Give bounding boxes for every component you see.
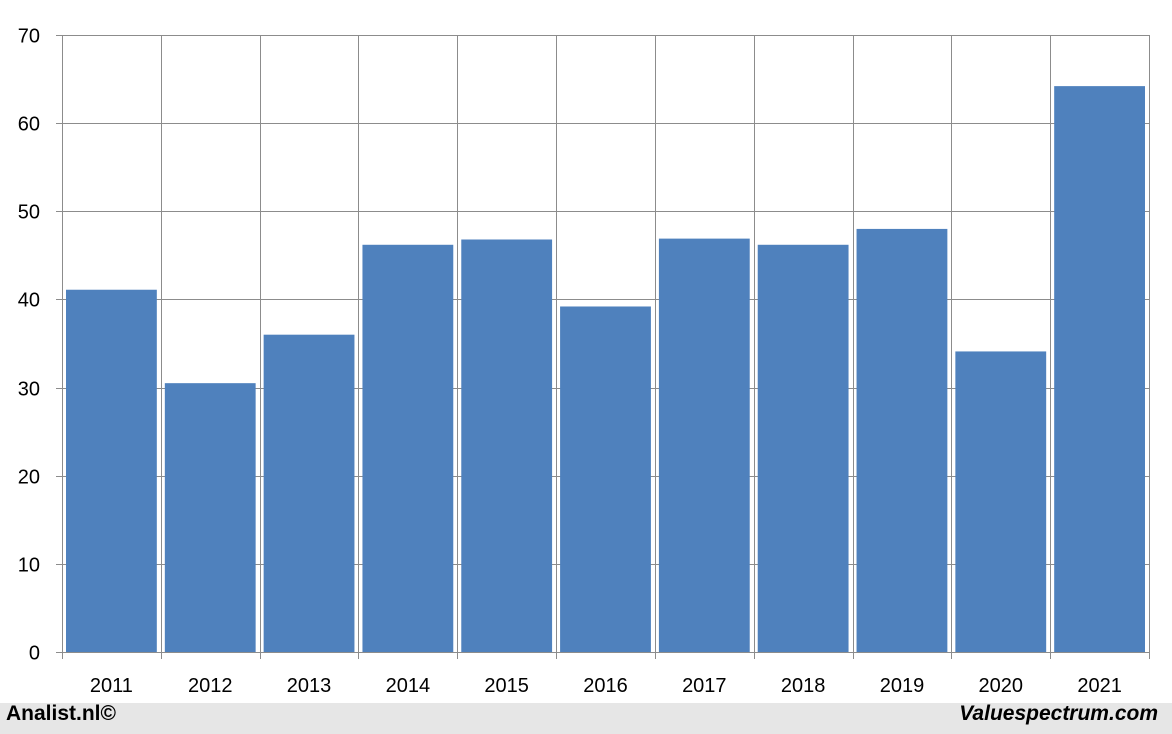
x-tick-label: 2014 xyxy=(386,675,431,697)
bar xyxy=(1054,86,1145,652)
bar xyxy=(461,239,553,652)
y-tick-label: 0 xyxy=(29,643,40,665)
x-tick-label: 2011 xyxy=(90,675,133,697)
bar xyxy=(362,244,454,652)
bar xyxy=(560,306,651,652)
y-tick-label: 50 xyxy=(18,202,40,224)
x-tick-label: 2017 xyxy=(682,675,727,697)
y-tick-label: 70 xyxy=(18,26,40,48)
y-tick-label: 60 xyxy=(18,114,40,136)
y-tick-label: 10 xyxy=(18,555,40,577)
x-tick-labels: 2011 2012 2013 2014 2015 2016 2017 2018 2019 2020… xyxy=(90,675,1122,697)
x-tick-label: 2016 xyxy=(583,675,628,697)
footer-right-brand: Valuespectrum.com xyxy=(959,702,1158,725)
x-tick-label: 2021 xyxy=(1077,675,1122,697)
bars xyxy=(66,86,1145,653)
bar xyxy=(658,238,750,653)
vertical-gridlines xyxy=(62,35,1150,652)
y-tick-label: 20 xyxy=(18,467,40,489)
y-tick-labels: 0 10 20 30 40 50 60 70 xyxy=(18,26,40,665)
bar xyxy=(757,244,849,652)
x-tick-label: 2020 xyxy=(979,675,1024,697)
axes xyxy=(56,35,1150,659)
bar xyxy=(856,228,948,652)
x-tick-label: 2013 xyxy=(287,675,332,697)
y-tick-label: 40 xyxy=(18,290,40,312)
footer-left-brand: Analist.nl© xyxy=(6,702,116,725)
y-tick-label: 30 xyxy=(18,379,40,401)
bar xyxy=(164,383,256,652)
bar xyxy=(263,334,355,652)
x-tick-label: 2018 xyxy=(781,675,826,697)
x-tick-label: 2012 xyxy=(188,675,233,697)
x-tick-label: 2019 xyxy=(880,675,925,697)
bar xyxy=(955,351,1047,652)
x-tick-label: 2015 xyxy=(484,675,529,697)
bar xyxy=(66,289,157,652)
